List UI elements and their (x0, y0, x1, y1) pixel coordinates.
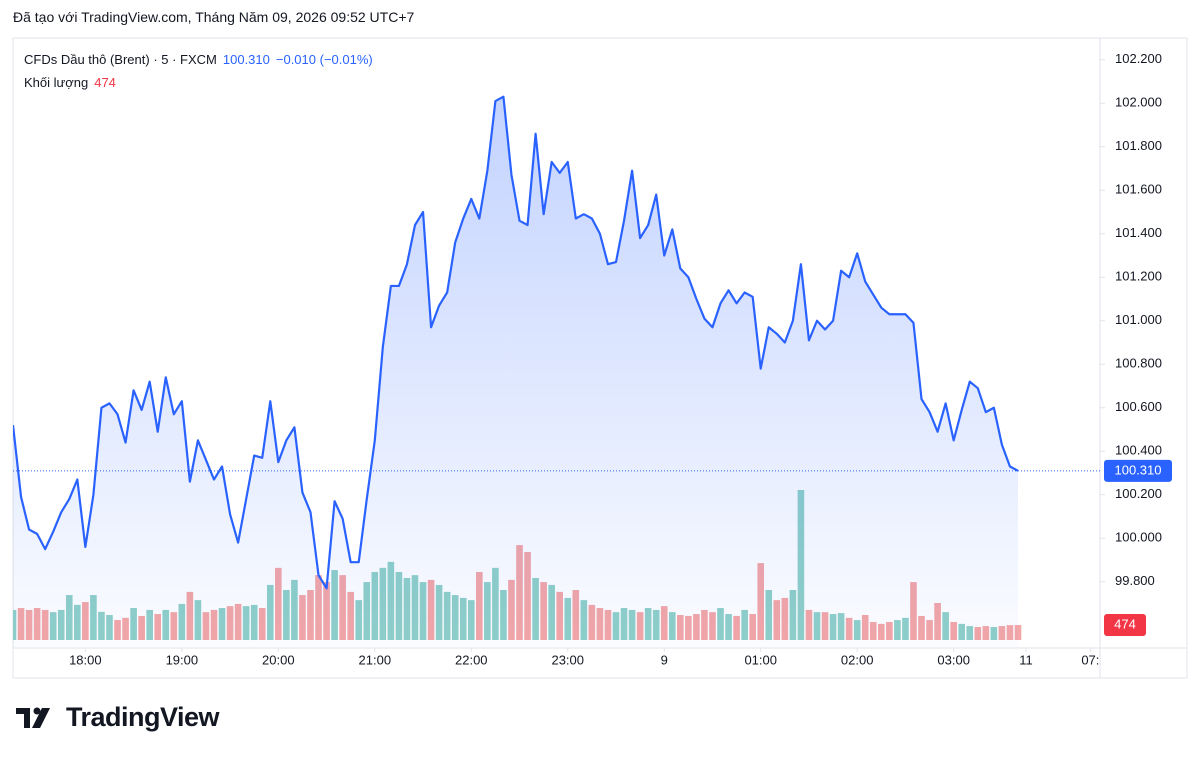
y-tick-label: 102.200 (1115, 51, 1162, 66)
y-tick-label: 101.600 (1115, 182, 1162, 197)
x-tick-label: 19:00 (166, 652, 199, 667)
x-tick-label: 21:00 (359, 652, 392, 667)
symbol: CFDs Dầu thô (Brent) · 5 · FXCM (24, 52, 217, 67)
header: Đã tạo với TradingView.com, Tháng Năm 09… (13, 9, 415, 25)
volume-badge-label: 474 (1114, 616, 1136, 631)
x-tick-label: 9 (661, 652, 668, 667)
volume-name: Khối lượng (24, 75, 89, 90)
x-tick-label: 01:00 (744, 652, 777, 667)
last-price: 100.310 (222, 52, 270, 67)
y-tick-label: 101.000 (1115, 312, 1162, 327)
x-tick-label: 02:00 (841, 652, 874, 667)
y-tick-label: 100.000 (1115, 530, 1162, 545)
chart-frame (12, 37, 1188, 679)
volume-last: 474 (94, 75, 116, 90)
y-tick-label: 101.400 (1115, 225, 1162, 240)
x-tick-label: 11 (1019, 652, 1033, 667)
logo-icon (16, 707, 50, 728)
volume-badge (1104, 614, 1146, 636)
x-tick-label: 23:00 (551, 652, 584, 667)
y-tick-label: 100.600 (1115, 399, 1162, 414)
y-tick-label: 99.800 (1115, 573, 1155, 588)
x-tick-label: 22:00 (455, 652, 488, 667)
y-tick-label: 102.000 (1115, 95, 1162, 110)
legend: CFDs Dầu thô (Brent) · 5 · FXCM 100.310 −0… (24, 48, 373, 94)
volume-bar (1014, 625, 1022, 640)
y-tick-label: 100.400 (1115, 443, 1162, 458)
brand: TradingView (66, 702, 220, 732)
y-tick-label: 100.800 (1115, 356, 1162, 371)
price-badge-label: 100.310 (1115, 462, 1162, 477)
price-badge (1104, 459, 1172, 482)
y-tick-label: 101.800 (1115, 138, 1162, 153)
legend-row: Khối lượng 474 (24, 71, 373, 94)
y-tick-label: 100.200 (1115, 486, 1162, 501)
area-fill (13, 96, 1018, 648)
change: −0.010 (−0.01%) (275, 52, 373, 67)
legend-row: CFDs Dầu thô (Brent) · 5 · FXCM 100.310 −0… (24, 48, 373, 71)
y-tick-label: 101.200 (1115, 269, 1162, 284)
price-line (13, 95, 1019, 590)
x-tick-label: 20:00 (262, 652, 295, 667)
x-tick-label: 03:00 (937, 652, 970, 667)
x-tick-label: 07: (1081, 652, 1099, 667)
x-tick-label: 18:00 (69, 652, 102, 667)
